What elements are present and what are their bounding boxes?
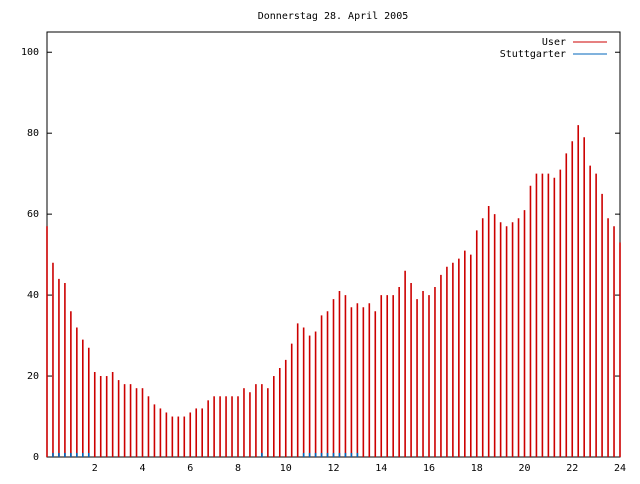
y-tick-label: 80 — [27, 128, 39, 139]
chart-title: Donnerstag 28. April 2005 — [258, 11, 409, 22]
y-tick-label: 100 — [21, 47, 39, 58]
y-tick-label: 0 — [33, 452, 39, 463]
x-tick-label: 20 — [518, 463, 530, 474]
legend-label: Stuttgarter — [500, 49, 566, 60]
x-tick-label: 6 — [187, 463, 193, 474]
x-tick-label: 18 — [471, 463, 483, 474]
x-tick-label: 8 — [235, 463, 241, 474]
y-tick-label: 20 — [27, 371, 39, 382]
x-tick-label: 12 — [327, 463, 339, 474]
legend-label: User — [542, 37, 566, 48]
x-tick-label: 4 — [139, 463, 145, 474]
x-tick-label: 2 — [92, 463, 98, 474]
x-tick-label: 16 — [423, 463, 435, 474]
x-tick-label: 22 — [566, 463, 578, 474]
y-tick-label: 60 — [27, 209, 39, 220]
x-tick-label: 14 — [375, 463, 387, 474]
x-tick-label: 10 — [280, 463, 292, 474]
y-tick-label: 40 — [27, 290, 39, 301]
x-tick-label: 24 — [614, 463, 626, 474]
